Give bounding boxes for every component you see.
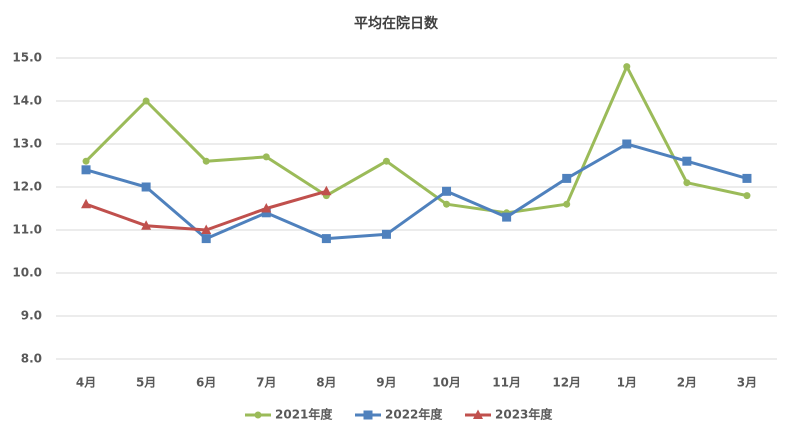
data-point	[201, 224, 212, 234]
data-point	[742, 173, 752, 183]
data-point	[743, 192, 751, 200]
data-point	[442, 186, 452, 196]
data-point	[142, 97, 150, 105]
data-point	[321, 234, 331, 244]
x-tick-label: 4月	[76, 376, 96, 390]
x-tick-label: 11月	[492, 376, 521, 390]
x-tick-label: 8月	[316, 376, 336, 390]
legend-marker	[363, 410, 373, 420]
y-tick-label: 11.0	[12, 223, 42, 237]
data-point	[81, 165, 91, 175]
data-point	[683, 179, 691, 187]
x-tick-label: 6月	[196, 376, 216, 390]
data-point	[381, 229, 391, 239]
chart-title: 平均在院日数	[354, 15, 439, 32]
series-line	[85, 142, 748, 241]
data-point	[141, 182, 151, 192]
data-point	[262, 153, 270, 161]
data-point	[562, 173, 572, 183]
legend-label: 2023年度	[495, 407, 553, 422]
data-point	[321, 185, 332, 196]
data-point	[502, 212, 512, 222]
data-point	[81, 198, 92, 209]
data-point	[82, 157, 90, 165]
data-point	[261, 208, 271, 218]
y-tick-label: 13.0	[12, 137, 42, 151]
legend-marker	[254, 411, 262, 419]
y-tick-label: 9.0	[21, 309, 42, 323]
data-point	[563, 200, 571, 208]
y-tick-label: 14.0	[12, 94, 42, 108]
data-point	[443, 200, 451, 208]
y-tick-label: 12.0	[12, 180, 42, 194]
x-tick-label: 10月	[432, 376, 461, 390]
data-point	[202, 157, 210, 165]
legend-label: 2022年度	[385, 407, 443, 422]
data-point	[141, 220, 152, 230]
y-tick-label: 10.0	[12, 266, 42, 280]
series-line	[84, 65, 748, 215]
data-point	[623, 63, 631, 71]
data-point	[261, 203, 272, 213]
x-tick-label: 3月	[737, 376, 757, 390]
data-point	[382, 157, 390, 165]
data-point	[622, 139, 632, 149]
legend-marker	[473, 409, 483, 419]
legend-label: 2021年度	[275, 407, 333, 422]
data-point	[682, 156, 692, 166]
x-tick-label: 5月	[136, 376, 156, 390]
x-tick-label: 7月	[256, 376, 276, 390]
data-point	[201, 234, 211, 244]
x-tick-label: 1月	[617, 376, 637, 390]
x-tick-label: 2月	[677, 376, 697, 390]
y-tick-label: 8.0	[21, 352, 42, 366]
y-tick-label: 15.0	[12, 51, 42, 65]
x-tick-label: 9月	[376, 376, 396, 390]
x-tick-label: 12月	[552, 376, 581, 390]
